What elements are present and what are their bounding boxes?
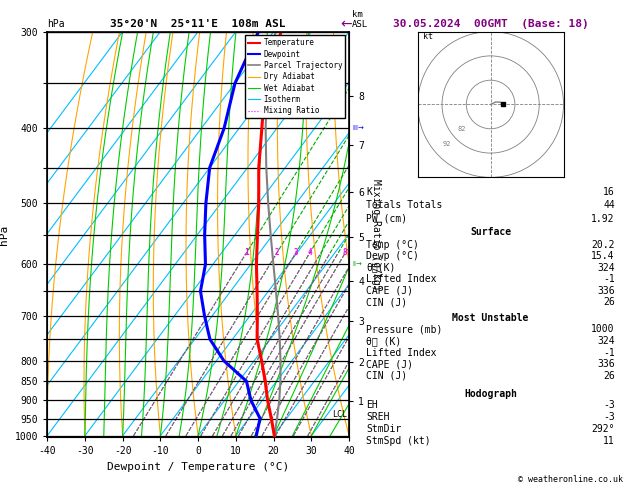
Text: CAPE (J): CAPE (J): [367, 359, 413, 369]
Legend: Temperature, Dewpoint, Parcel Trajectory, Dry Adiabat, Wet Adiabat, Isotherm, Mi: Temperature, Dewpoint, Parcel Trajectory…: [245, 35, 345, 118]
Text: CIN (J): CIN (J): [367, 297, 408, 307]
Text: θᴇ(K): θᴇ(K): [367, 262, 396, 273]
Text: 1: 1: [244, 248, 248, 258]
Text: Dewp (°C): Dewp (°C): [367, 251, 420, 261]
Text: Temp (°C): Temp (°C): [367, 240, 420, 250]
Text: Totals Totals: Totals Totals: [367, 200, 443, 210]
Text: -3: -3: [603, 412, 615, 422]
Text: 92: 92: [443, 141, 451, 147]
Text: lll→: lll→: [352, 125, 364, 131]
Text: km
ASL: km ASL: [352, 10, 369, 29]
Text: CAPE (J): CAPE (J): [367, 285, 413, 295]
Text: 8: 8: [343, 248, 348, 258]
Text: -1: -1: [603, 347, 615, 358]
Text: 16: 16: [603, 187, 615, 197]
Text: Lifted Index: Lifted Index: [367, 274, 437, 284]
Text: K: K: [367, 187, 372, 197]
X-axis label: Dewpoint / Temperature (°C): Dewpoint / Temperature (°C): [107, 462, 289, 472]
Text: 324: 324: [597, 262, 615, 273]
Text: CIN (J): CIN (J): [367, 371, 408, 381]
Text: θᴇ (K): θᴇ (K): [367, 336, 402, 346]
Text: 324: 324: [597, 336, 615, 346]
Text: ←: ←: [341, 17, 352, 31]
Text: Surface: Surface: [470, 227, 511, 237]
Text: StmDir: StmDir: [367, 424, 402, 434]
Text: PW (cm): PW (cm): [367, 214, 408, 224]
Text: 2: 2: [275, 248, 279, 258]
Text: 336: 336: [597, 359, 615, 369]
Text: © weatheronline.co.uk: © weatheronline.co.uk: [518, 474, 623, 484]
Text: 35°20'N  25°11'E  108m ASL: 35°20'N 25°11'E 108m ASL: [110, 19, 286, 29]
Text: 1.92: 1.92: [591, 214, 615, 224]
Text: 30.05.2024  00GMT  (Base: 18): 30.05.2024 00GMT (Base: 18): [392, 19, 589, 29]
Text: 44: 44: [603, 200, 615, 210]
Text: 26: 26: [603, 371, 615, 381]
Text: 82: 82: [457, 126, 465, 132]
Text: 292°: 292°: [591, 424, 615, 434]
Text: Most Unstable: Most Unstable: [452, 313, 529, 323]
Text: 20.2: 20.2: [591, 240, 615, 250]
Text: Lifted Index: Lifted Index: [367, 347, 437, 358]
Text: -3: -3: [603, 400, 615, 410]
Text: StmSpd (kt): StmSpd (kt): [367, 436, 431, 446]
Text: Hodograph: Hodograph: [464, 389, 517, 399]
Text: Pressure (mb): Pressure (mb): [367, 324, 443, 334]
Text: LCL: LCL: [332, 411, 347, 419]
Text: EH: EH: [367, 400, 378, 410]
Text: 3: 3: [294, 248, 298, 258]
Text: 11: 11: [603, 436, 615, 446]
Text: hPa: hPa: [47, 19, 65, 29]
Text: 15.4: 15.4: [591, 251, 615, 261]
Y-axis label: hPa: hPa: [0, 225, 9, 244]
Text: -1: -1: [603, 274, 615, 284]
Text: kt: kt: [423, 32, 433, 41]
Text: 26: 26: [603, 297, 615, 307]
Text: 1000: 1000: [591, 324, 615, 334]
Y-axis label: Mixing Ratio (g/kg): Mixing Ratio (g/kg): [370, 179, 381, 290]
Text: 336: 336: [597, 285, 615, 295]
Text: SREH: SREH: [367, 412, 390, 422]
Text: ll→: ll→: [352, 261, 362, 267]
Text: 4: 4: [308, 248, 312, 258]
